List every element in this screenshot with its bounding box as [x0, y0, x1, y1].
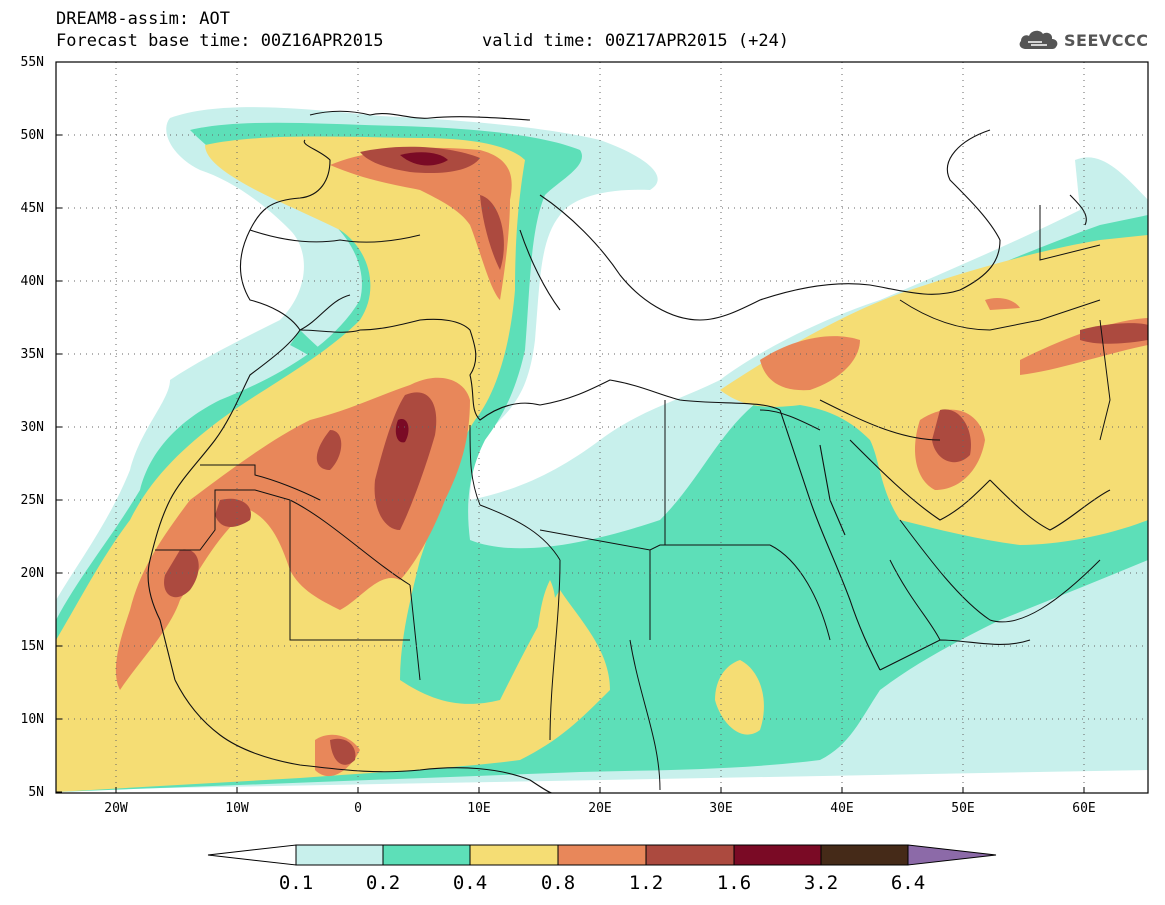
aot-contour-1.2 [164, 146, 1148, 765]
lon-label: 50E [951, 801, 975, 816]
colorbar-box-0.2 [382, 844, 471, 866]
lon-label: 10E [467, 801, 491, 816]
lat-label: 15N [20, 639, 44, 654]
seevccc-logo: SEEVCCC [1016, 26, 1149, 54]
colorbar-box-0.1 [295, 844, 384, 866]
lat-label: 30N [20, 420, 44, 435]
colorbar-box-1.2 [645, 844, 735, 866]
colorbar-label: 0.4 [452, 872, 488, 894]
colorbar [207, 844, 997, 866]
lat-label: 20N [20, 566, 44, 581]
logo-text: SEEVCCC [1064, 30, 1149, 50]
lon-label: 0 [354, 801, 362, 816]
lon-label: 20E [588, 801, 612, 816]
lat-label: 45N [20, 201, 44, 216]
lat-label: 10N [20, 712, 44, 727]
lat-label: 25N [20, 493, 44, 508]
lon-label: 40E [830, 801, 854, 816]
valid-time: valid time: 00Z17APR2015 (+24) [482, 31, 790, 51]
lat-label: 5N [28, 785, 44, 800]
coastlines [147, 110, 1111, 793]
colorbar-label: 3.2 [803, 872, 839, 894]
colorbar-label: 1.6 [716, 872, 752, 894]
colorbar-box-3.2 [820, 844, 909, 866]
aot-contour-1.6 [395, 152, 448, 443]
grid-lines [56, 62, 1148, 793]
lon-label: 10W [225, 801, 249, 816]
lat-label: 50N [20, 128, 44, 143]
colorbar-box-1.6 [733, 844, 822, 866]
lat-label: 55N [20, 55, 44, 70]
colorbar-box-0.4 [469, 844, 559, 866]
lat-label: 35N [20, 347, 44, 362]
lat-label: 40N [20, 274, 44, 289]
colorbar-over-arrow [907, 844, 997, 866]
lon-label: 20W [104, 801, 128, 816]
colorbar-under-arrow [207, 844, 297, 866]
cloud-icon [1019, 30, 1058, 49]
chart-title: DREAM8-assim: AOT [56, 9, 230, 29]
colorbar-label: 0.2 [365, 872, 401, 894]
lon-label: 60E [1072, 801, 1096, 816]
colorbar-label: 6.4 [890, 872, 926, 894]
colorbar-label: 0.8 [540, 872, 576, 894]
lon-label: 30E [709, 801, 733, 816]
forecast-base-time: Forecast base time: 00Z16APR2015 [56, 31, 384, 51]
colorbar-label: 1.2 [628, 872, 664, 894]
colorbar-box-0.8 [557, 844, 647, 866]
country-borders [155, 205, 1111, 791]
colorbar-label: 0.1 [278, 872, 314, 894]
